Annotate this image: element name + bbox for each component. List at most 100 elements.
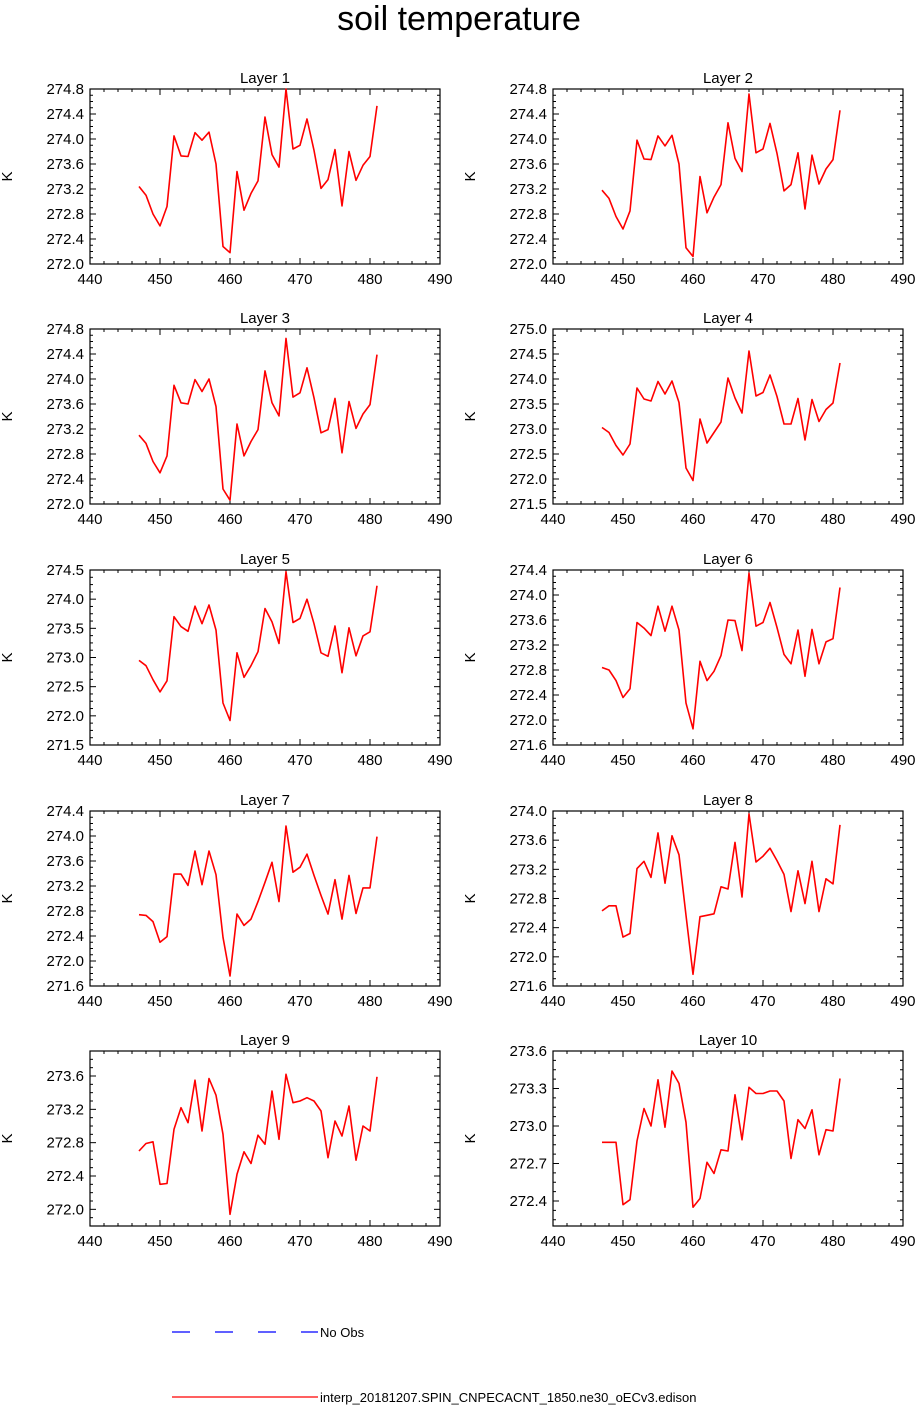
panel-title: Layer 3 (240, 310, 290, 327)
plot-frame (552, 328, 904, 505)
y-tick-label: 271.5 (46, 737, 84, 754)
panel-title: Layer 7 (240, 792, 290, 809)
x-tick-label: 440 (540, 511, 565, 528)
x-tick-label: 450 (610, 511, 635, 528)
y-tick-label: 272.4 (509, 920, 547, 937)
panel-title: Layer 8 (703, 792, 753, 809)
y-tick-label: 272.4 (46, 928, 84, 945)
y-tick-label: 274.8 (46, 321, 84, 338)
y-axis-label: K (0, 1133, 16, 1143)
x-tick-label: 480 (820, 271, 845, 288)
x-tick-label: 490 (890, 993, 915, 1010)
y-tick-label: 274.5 (509, 346, 547, 363)
y-tick-label: 272.8 (46, 206, 84, 223)
y-tick-label: 273.0 (46, 650, 84, 667)
plot-frame (552, 569, 904, 746)
x-tick-label: 480 (357, 752, 382, 769)
panel-title: Layer 9 (240, 1032, 290, 1049)
y-tick-label: 272.8 (46, 446, 84, 463)
plot-frame (89, 1050, 441, 1227)
series-line (138, 337, 378, 502)
plot-frame (552, 810, 904, 987)
y-tick-label: 273.0 (509, 1118, 547, 1135)
y-tick-label: 273.2 (46, 181, 84, 198)
x-tick-label: 490 (427, 993, 452, 1010)
y-tick-label: 273.6 (509, 612, 547, 629)
y-tick-label: 272.0 (46, 1201, 84, 1218)
y-tick-label: 273.6 (46, 396, 84, 413)
y-tick-label: 274.5 (46, 562, 84, 579)
y-tick-label: 271.6 (509, 737, 547, 754)
y-tick-label: 273.2 (509, 637, 547, 654)
y-tick-label: 272.7 (509, 1156, 547, 1173)
x-tick-label: 460 (217, 752, 242, 769)
legend-model-label: interp_20181207.SPIN_CNPECACNT_1850.ne30… (320, 1390, 697, 1405)
y-tick-label: 273.6 (509, 832, 547, 849)
x-tick-label: 490 (427, 752, 452, 769)
y-tick-label: 273.5 (46, 620, 84, 637)
y-tick-label: 274.0 (46, 828, 84, 845)
x-tick-label: 460 (217, 271, 242, 288)
chart-panel-layer-2: Layer 2 K 440 450 460 470 480 490 272.0 272.4 272.… (462, 70, 916, 288)
x-tick-label: 440 (77, 271, 102, 288)
x-tick-label: 440 (77, 993, 102, 1010)
panel-title: Layer 5 (240, 551, 290, 568)
chart-panel-layer-10: Layer 10 K 440 450 460 470 480 490 272.4 272.7 273… (462, 1032, 916, 1250)
x-tick-label: 480 (820, 511, 845, 528)
series-line (601, 572, 841, 730)
y-tick-label: 272.0 (46, 496, 84, 513)
x-tick-label: 470 (750, 511, 775, 528)
x-tick-label: 490 (890, 1233, 915, 1250)
chart-panel-layer-6: Layer 6 K 440 450 460 470 480 490 271.6 272.0 272.… (462, 551, 916, 769)
plot-frame (89, 569, 441, 746)
y-tick-label: 274.4 (46, 803, 84, 820)
y-axis-label: K (0, 893, 16, 903)
x-tick-label: 440 (540, 993, 565, 1010)
x-tick-label: 490 (890, 271, 915, 288)
y-tick-label: 274.4 (509, 562, 547, 579)
x-tick-label: 470 (287, 752, 312, 769)
y-tick-label: 274.0 (46, 591, 84, 608)
x-tick-label: 440 (540, 271, 565, 288)
y-tick-label: 272.8 (509, 891, 547, 908)
x-tick-label: 450 (147, 1233, 172, 1250)
x-tick-label: 440 (77, 1233, 102, 1250)
x-tick-label: 470 (750, 271, 775, 288)
chart-panel-layer-7: Layer 7 K 440 450 460 470 480 490 271.6 272.0 272.… (0, 792, 453, 1010)
x-tick-label: 470 (750, 752, 775, 769)
y-tick-label: 272.8 (46, 903, 84, 920)
y-tick-label: 272.5 (509, 446, 547, 463)
y-tick-label: 274.4 (509, 106, 547, 123)
plot-frame (89, 88, 441, 265)
x-tick-label: 460 (680, 752, 705, 769)
y-tick-label: 272.4 (46, 471, 84, 488)
y-tick-label: 273.2 (509, 861, 547, 878)
x-tick-label: 460 (680, 511, 705, 528)
y-tick-label: 274.4 (46, 346, 84, 363)
x-tick-label: 460 (217, 511, 242, 528)
series-line (138, 570, 378, 722)
x-tick-label: 470 (287, 993, 312, 1010)
y-tick-label: 273.2 (509, 181, 547, 198)
y-tick-label: 272.4 (509, 231, 547, 248)
x-tick-label: 480 (820, 752, 845, 769)
x-tick-label: 460 (217, 1233, 242, 1250)
x-tick-label: 450 (610, 993, 635, 1010)
x-tick-label: 440 (540, 1233, 565, 1250)
y-tick-label: 274.4 (46, 106, 84, 123)
x-tick-label: 440 (77, 752, 102, 769)
y-axis-label: K (462, 411, 479, 421)
x-tick-label: 450 (610, 752, 635, 769)
y-tick-label: 272.0 (46, 256, 84, 273)
x-tick-label: 440 (77, 511, 102, 528)
y-tick-label: 274.0 (509, 803, 547, 820)
x-tick-label: 490 (427, 271, 452, 288)
plot-frame (552, 88, 904, 265)
y-tick-label: 273.6 (46, 853, 84, 870)
y-tick-label: 273.0 (509, 421, 547, 438)
y-tick-label: 273.5 (509, 396, 547, 413)
x-tick-label: 450 (610, 271, 635, 288)
y-axis-label: K (462, 1133, 479, 1143)
chart-panel-layer-9: Layer 9 K 440 450 460 470 480 490 272.0 272.4 272.… (0, 1032, 453, 1250)
